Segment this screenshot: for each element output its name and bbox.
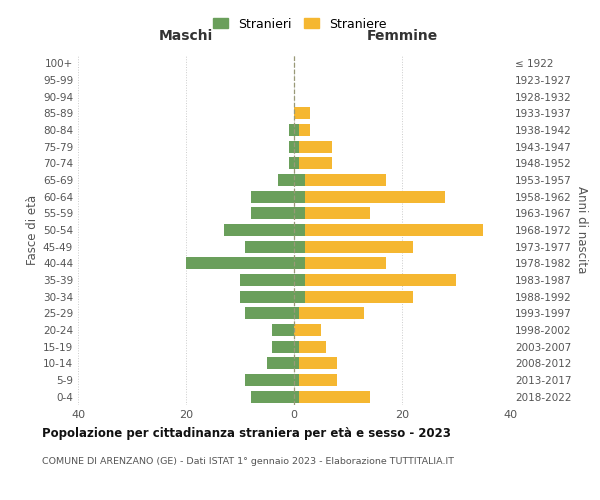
Bar [294,290,305,302]
Bar [294,290,413,302]
Bar [294,124,310,136]
Bar [294,324,321,336]
Bar [294,140,299,152]
Bar [294,190,445,202]
Bar [294,374,299,386]
Bar [251,390,294,402]
Bar [294,124,299,136]
Bar [294,274,456,286]
Text: COMUNE DI ARENZANO (GE) - Dati ISTAT 1° gennaio 2023 - Elaborazione TUTTITALIA.I: COMUNE DI ARENZANO (GE) - Dati ISTAT 1° … [42,458,454,466]
Text: Maschi: Maschi [159,29,213,43]
Bar [294,174,386,186]
Y-axis label: Anni di nascita: Anni di nascita [575,186,588,274]
Bar [294,340,299,352]
Bar [294,258,386,270]
Bar [251,190,294,202]
Bar [294,158,299,170]
Bar [289,140,294,152]
Text: Popolazione per cittadinanza straniera per età e sesso - 2023: Popolazione per cittadinanza straniera p… [42,428,451,440]
Legend: Stranieri, Straniere: Stranieri, Straniere [209,14,391,34]
Bar [272,324,294,336]
Bar [272,340,294,352]
Bar [245,240,294,252]
Y-axis label: Fasce di età: Fasce di età [26,195,39,265]
Bar [294,224,305,236]
Bar [245,374,294,386]
Bar [294,208,305,220]
Bar [186,258,294,270]
Bar [294,274,305,286]
Bar [294,174,305,186]
Bar [294,240,413,252]
Bar [294,190,305,202]
Bar [294,358,299,370]
Bar [267,358,294,370]
Bar [289,158,294,170]
Bar [294,258,305,270]
Bar [294,308,364,320]
Bar [245,308,294,320]
Text: Femmine: Femmine [367,29,437,43]
Bar [294,240,305,252]
Bar [278,174,294,186]
Bar [240,274,294,286]
Bar [294,340,326,352]
Bar [294,390,299,402]
Bar [294,158,332,170]
Bar [294,208,370,220]
Bar [294,224,483,236]
Bar [224,224,294,236]
Bar [289,124,294,136]
Bar [294,358,337,370]
Bar [251,208,294,220]
Bar [240,290,294,302]
Bar [294,374,337,386]
Bar [294,140,332,152]
Bar [294,108,310,120]
Bar [294,390,370,402]
Bar [294,308,299,320]
